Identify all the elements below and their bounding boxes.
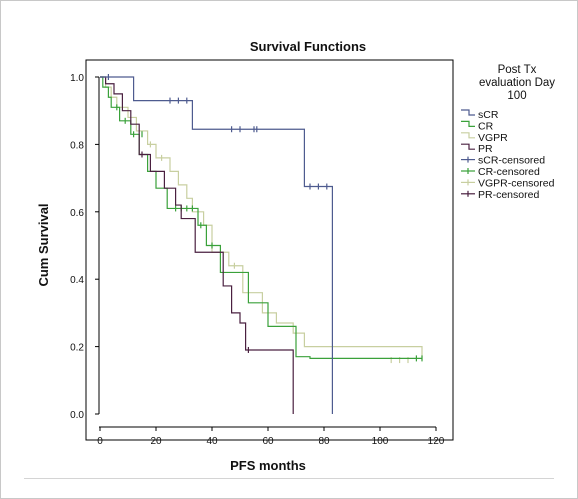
legend-title-line-1: Post Tx	[498, 64, 537, 76]
legend-title-line-3: 100	[507, 90, 526, 102]
legend-item: CR-censored	[461, 166, 540, 178]
y-tick-label: 0.8	[70, 140, 84, 151]
legend-items: sCRCRVGPRPRsCR-censoredCR-censoredVGPR-c…	[461, 109, 555, 201]
x-ticks: 0 20 40 60 80 100 120	[97, 427, 445, 447]
legend-swatch	[461, 132, 475, 139]
y-ticks: 0.0 0.2 0.4 0.6 0.8 1.0	[70, 73, 99, 421]
x-tick-label: 40	[206, 436, 218, 447]
x-tick-label: 60	[262, 436, 274, 447]
x-tick-label: 80	[318, 436, 330, 447]
legend-item: PR-censored	[461, 189, 539, 201]
legend-label: PR-censored	[478, 189, 539, 201]
x-tick-label: 0	[97, 436, 103, 447]
legend-item: VGPR	[461, 132, 508, 144]
legend-item: CR	[461, 120, 494, 132]
y-tick-label: 1.0	[70, 73, 84, 84]
series-line-cr	[100, 76, 422, 359]
x-tick-label: 20	[150, 436, 162, 447]
series-line-pr	[100, 76, 294, 414]
series-line-vgpr	[100, 76, 423, 361]
legend-label: VGPR-censored	[478, 177, 555, 189]
bottom-divider	[24, 478, 554, 479]
legend-item: sCR	[461, 109, 499, 121]
series-layer	[100, 74, 423, 414]
legend-label: CR	[478, 120, 494, 132]
legend-label: PR	[478, 143, 493, 155]
legend-label: sCR-censored	[478, 155, 545, 167]
legend-item: sCR-censored	[461, 155, 545, 167]
legend-item: PR	[461, 143, 493, 155]
x-axis-label: PFS months	[230, 458, 306, 473]
legend-swatch	[461, 120, 475, 127]
y-tick-label: 0.4	[70, 275, 84, 286]
legend-label: CR-censored	[478, 166, 540, 178]
legend-swatch	[461, 109, 475, 116]
series-line-scr	[100, 76, 333, 414]
plot-frame	[85, 59, 454, 441]
x-tick-label: 120	[428, 436, 445, 447]
legend-title-line-2: evaluation Day	[479, 77, 555, 89]
legend-swatch	[461, 143, 475, 150]
legend-label: VGPR	[478, 132, 508, 144]
y-tick-label: 0.6	[70, 208, 84, 219]
chart-title: Survival Functions	[250, 39, 366, 54]
legend: Post Tx evaluation Day 100 sCRCRVGPRPRsC…	[461, 64, 555, 201]
y-tick-label: 0.0	[70, 410, 84, 421]
y-axis-label: Cum Survival	[36, 203, 51, 286]
legend-item: VGPR-censored	[461, 177, 555, 189]
y-tick-label: 0.2	[70, 343, 84, 354]
legend-label: sCR	[478, 109, 499, 121]
x-tick-label: 100	[372, 436, 389, 447]
